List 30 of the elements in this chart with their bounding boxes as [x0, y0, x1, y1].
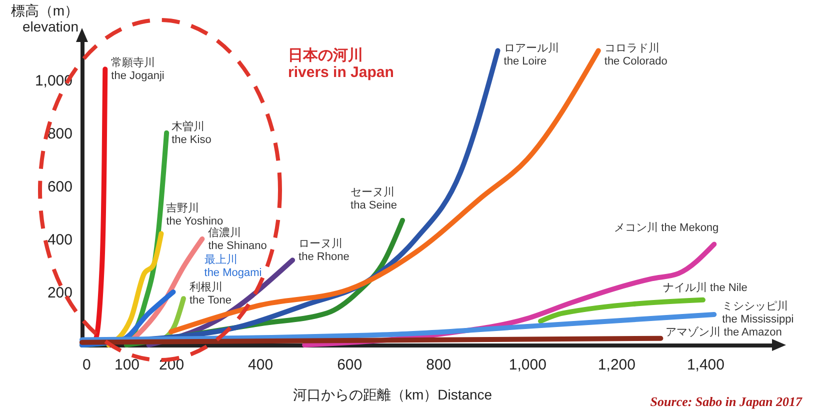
- source-note: Source: Sabo in Japan 2017: [650, 394, 802, 409]
- series-label: セーヌ川 tha Seine: [350, 185, 397, 212]
- y-tick-label: 600: [47, 178, 72, 196]
- series-label: 利根川 the Tone: [189, 280, 232, 307]
- series-label: ローヌ川 the Rhone: [298, 237, 350, 264]
- x-tick-label: 1,200: [598, 356, 636, 374]
- series-label: アマゾン川 the Amazon: [666, 325, 782, 338]
- x-tick-label: 100: [114, 356, 140, 374]
- series-label: メコン川 the Mekong: [614, 221, 719, 234]
- series-label: 木曽川 the Kiso: [172, 120, 212, 146]
- annotation: 日本の河川 rivers in Japan: [288, 47, 394, 81]
- series-label: ロアール川 the Loire: [504, 42, 559, 68]
- series-label: コロラド川 the Colorado: [604, 42, 668, 68]
- text: 最上川 the Mogami: [204, 252, 262, 279]
- x-tick-label: 600: [337, 356, 362, 374]
- y-tick-label: 200: [47, 284, 72, 302]
- x-tick-label: 0: [82, 356, 91, 374]
- series-label: 吉野川 the Yoshino: [166, 202, 224, 228]
- x-tick-label: 1,400: [686, 356, 724, 374]
- series-label: ミシシッピ川 the Mississippi: [722, 300, 794, 326]
- y-tick-label: 400: [47, 231, 72, 248]
- y-tick-label: 800: [47, 125, 72, 142]
- x-axis-title: 河口からの距離（km）Distance: [292, 386, 492, 402]
- series-label: 信濃川 the Shinano: [208, 226, 267, 252]
- y-axis-title: 標高（m） elevation: [10, 2, 78, 34]
- series-label: ナイル川 the Nile: [663, 280, 748, 294]
- x-tick-label: 1,000: [508, 356, 546, 374]
- series-label: 常願寺川 the Joganji: [111, 56, 164, 82]
- x-tick-label: 400: [248, 356, 274, 374]
- x-tick-label: 800: [426, 356, 452, 374]
